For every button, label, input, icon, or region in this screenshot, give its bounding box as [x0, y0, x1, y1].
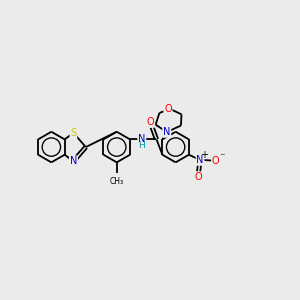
Text: N: N — [70, 156, 77, 166]
Text: N: N — [138, 134, 146, 144]
Text: N: N — [163, 127, 170, 137]
Text: O: O — [146, 117, 154, 127]
Text: S: S — [70, 128, 76, 138]
Text: N: N — [196, 155, 204, 165]
Text: ⁻: ⁻ — [219, 152, 224, 162]
Text: +: + — [200, 150, 208, 160]
Text: CH₃: CH₃ — [110, 177, 124, 186]
Text: O: O — [164, 104, 172, 114]
Text: H: H — [138, 141, 145, 150]
Text: O: O — [212, 156, 220, 166]
Text: O: O — [195, 172, 203, 182]
